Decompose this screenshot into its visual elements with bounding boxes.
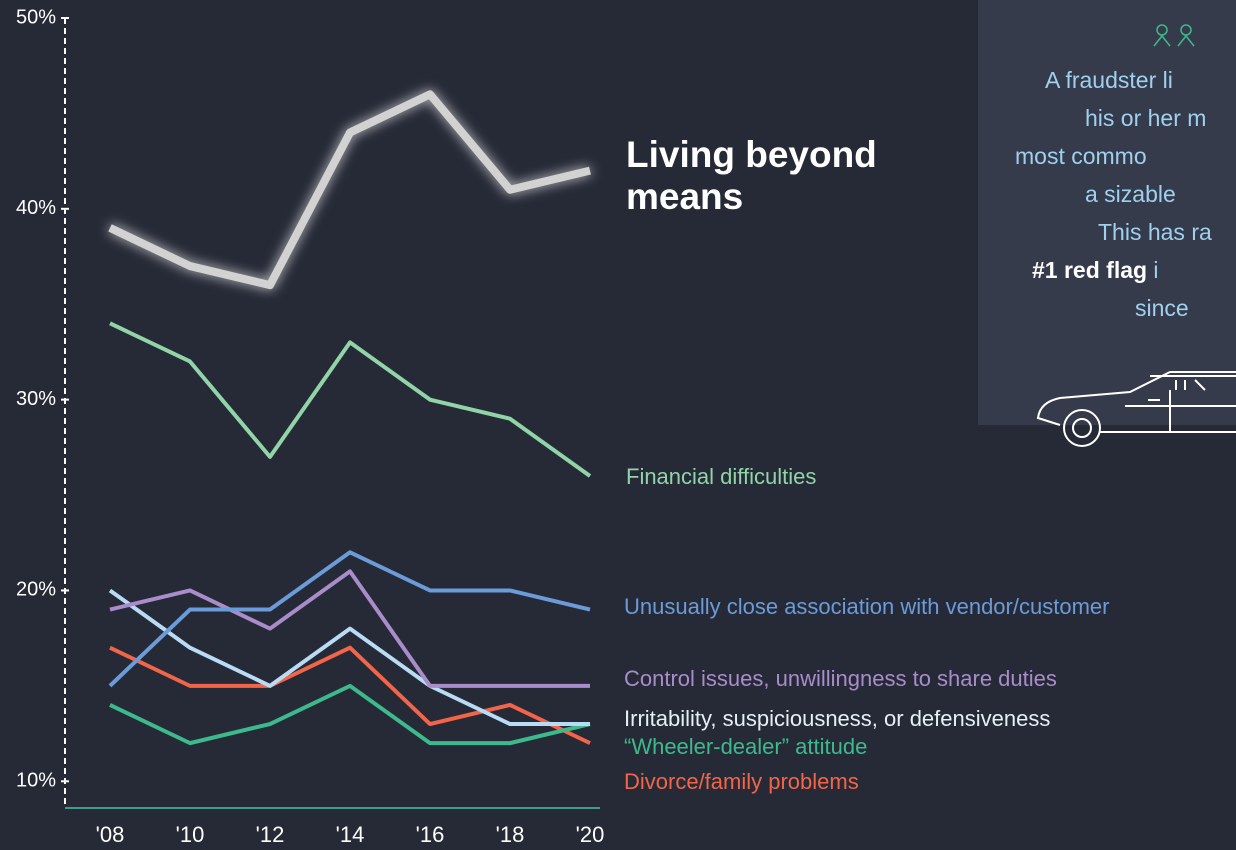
x-tick-label: '14 — [336, 822, 365, 847]
info-text-part: his or her m — [1085, 105, 1206, 131]
page: 10% 20% 30% 40% 50% '08 '10 '12 '14 '16 '18 '20 Divo… — [0, 0, 1236, 850]
series-label: “Wheeler-dealer” attitude — [624, 734, 867, 759]
series-label: Irritability, suspiciousness, or defensi… — [624, 706, 1050, 731]
y-tick-label: 10% — [16, 770, 56, 792]
y-tick-label: 30% — [16, 388, 56, 410]
info-text-part: a sizable — [1085, 181, 1176, 207]
info-text: most commo — [1015, 143, 1147, 169]
info-box — [978, 0, 1236, 425]
info-text: A fraudster li — [1045, 67, 1173, 93]
info-text-part: #1 red flag — [1032, 257, 1147, 283]
y-tick-label: 40% — [16, 197, 56, 219]
series-label: Living beyond means — [626, 134, 926, 218]
info-text-part: A fraudster li — [1045, 67, 1173, 93]
series-line — [110, 590, 590, 724]
info-text-part: This has ra — [1098, 219, 1212, 245]
series-label: Divorce/family problems — [624, 769, 859, 794]
info-text-part: i — [1147, 257, 1159, 283]
info-text: a sizable — [1085, 181, 1176, 207]
info-text: his or her m — [1085, 105, 1206, 131]
chart: 10% 20% 30% 40% 50% '08 '10 '12 '14 '16 '18 '20 Divo… — [0, 0, 1236, 850]
info-text-part: since — [1135, 295, 1189, 321]
info-text: This has ra — [1098, 219, 1212, 245]
series-line — [110, 648, 590, 743]
x-tick-label: '20 — [576, 822, 605, 847]
series-label: Financial difficulties — [626, 464, 816, 489]
series-line — [110, 323, 590, 476]
series-line — [110, 94, 590, 285]
info-text: #1 red flag i — [1032, 257, 1159, 283]
x-tick-label: '08 — [96, 822, 125, 847]
info-text-part: most commo — [1015, 143, 1147, 169]
x-tick-label: '18 — [496, 822, 525, 847]
y-tick-label: 20% — [16, 579, 56, 601]
x-tick-label: '16 — [416, 822, 445, 847]
series-line — [110, 686, 590, 743]
y-tick-label: 50% — [16, 6, 56, 28]
series-label: Unusually close association with vendor/… — [624, 594, 1109, 619]
info-text: since — [1135, 295, 1189, 321]
x-tick-label: '12 — [256, 822, 285, 847]
x-tick-label: '10 — [176, 822, 205, 847]
series-label: Control issues, unwillingness to share d… — [624, 666, 1057, 691]
